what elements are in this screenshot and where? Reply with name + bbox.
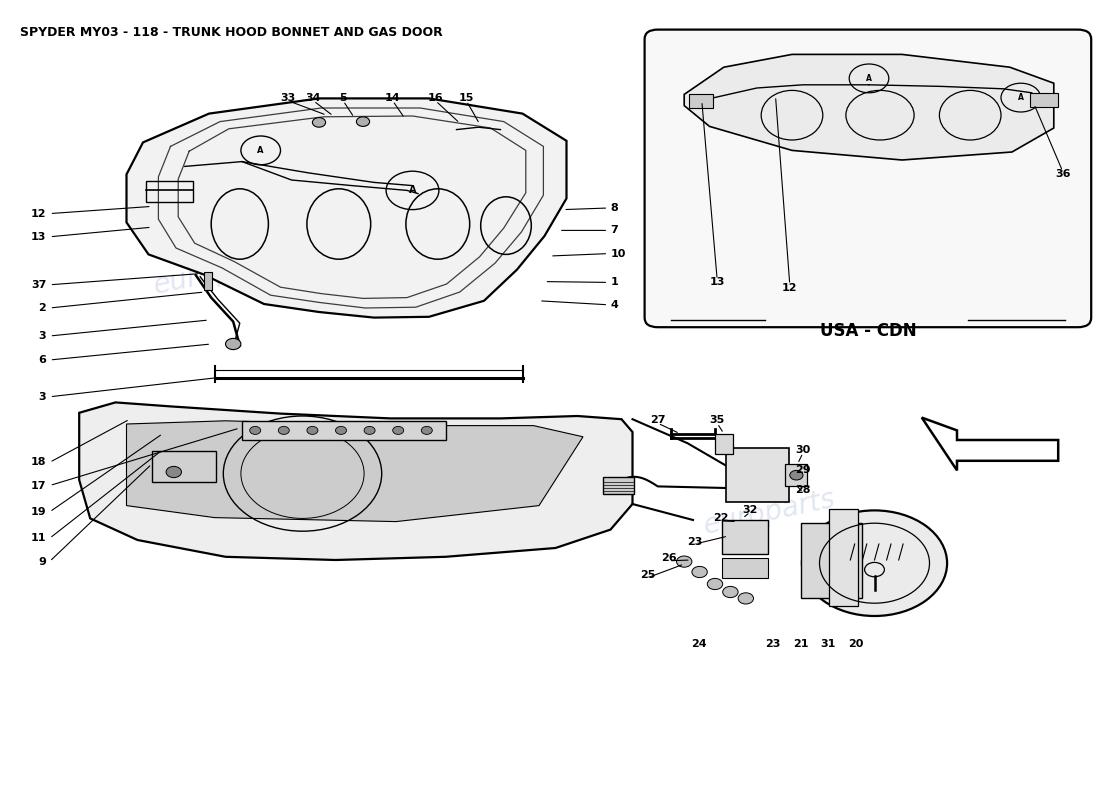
Text: 13: 13 [710, 278, 725, 287]
Text: 5: 5 [340, 93, 346, 102]
Text: SPYDER MY03 - 118 - TRUNK HOOD BONNET AND GAS DOOR: SPYDER MY03 - 118 - TRUNK HOOD BONNET AN… [20, 26, 442, 38]
Text: 31: 31 [821, 639, 836, 649]
Polygon shape [684, 54, 1054, 160]
Bar [146, 181, 192, 202]
Bar [1030, 93, 1058, 107]
Text: 29: 29 [795, 465, 811, 474]
Circle shape [356, 117, 370, 126]
Text: europarts: europarts [152, 244, 288, 300]
Text: 13: 13 [31, 232, 46, 242]
Circle shape [312, 118, 326, 127]
Text: 32: 32 [742, 505, 758, 514]
Bar [801, 523, 862, 598]
Circle shape [393, 426, 404, 434]
Text: 7: 7 [610, 226, 618, 235]
Text: europarts: europarts [702, 484, 838, 540]
Circle shape [802, 510, 947, 616]
Circle shape [676, 556, 692, 567]
Text: 27: 27 [650, 415, 666, 425]
Text: 8: 8 [610, 203, 618, 213]
Text: 35: 35 [710, 415, 725, 425]
Bar [715, 434, 733, 454]
Circle shape [723, 586, 738, 598]
Circle shape [250, 426, 261, 434]
Polygon shape [79, 402, 632, 560]
Text: 9: 9 [39, 557, 46, 566]
Bar [204, 272, 212, 290]
Bar [722, 558, 768, 578]
Text: 16: 16 [428, 93, 443, 102]
Text: 28: 28 [795, 486, 811, 495]
Text: USA - CDN: USA - CDN [820, 322, 916, 339]
Polygon shape [126, 98, 566, 318]
Text: 23: 23 [688, 537, 703, 546]
Circle shape [738, 593, 754, 604]
Bar [785, 464, 807, 486]
Text: 23: 23 [766, 639, 781, 649]
Text: 30: 30 [795, 445, 811, 454]
Circle shape [790, 470, 803, 480]
Circle shape [364, 426, 375, 434]
Circle shape [692, 566, 707, 578]
Text: A: A [257, 146, 264, 155]
Text: 12: 12 [782, 283, 797, 293]
Text: europarts: europarts [152, 484, 288, 540]
Circle shape [307, 426, 318, 434]
Polygon shape [922, 418, 1058, 470]
Polygon shape [126, 421, 583, 522]
Text: 4: 4 [610, 300, 618, 310]
Text: 18: 18 [31, 458, 46, 467]
Circle shape [421, 426, 432, 434]
Text: 25: 25 [640, 570, 656, 580]
Bar [722, 520, 768, 554]
Circle shape [226, 338, 241, 350]
Bar [829, 509, 858, 606]
Text: 14: 14 [385, 93, 400, 102]
Circle shape [166, 466, 182, 478]
Bar [152, 451, 216, 482]
Text: 12: 12 [31, 209, 46, 218]
Text: 10: 10 [610, 249, 626, 258]
Text: 2: 2 [39, 303, 46, 313]
Bar [242, 421, 446, 440]
Text: 26: 26 [661, 554, 676, 563]
Text: 36: 36 [1055, 170, 1070, 179]
Text: 17: 17 [31, 481, 46, 490]
FancyBboxPatch shape [645, 30, 1091, 327]
Text: A: A [866, 74, 872, 83]
Text: 33: 33 [280, 93, 296, 102]
Text: A: A [409, 186, 416, 195]
Text: 21: 21 [793, 639, 808, 649]
Text: 34: 34 [306, 93, 321, 102]
Text: 22: 22 [713, 514, 728, 523]
Text: 6: 6 [39, 355, 46, 365]
Text: 3: 3 [39, 331, 46, 341]
Circle shape [707, 578, 723, 590]
Text: 37: 37 [31, 280, 46, 290]
Text: 20: 20 [848, 639, 864, 649]
Text: 3: 3 [39, 392, 46, 402]
Text: A: A [1018, 93, 1024, 102]
Circle shape [336, 426, 346, 434]
Text: 15: 15 [459, 93, 474, 102]
Bar [603, 477, 634, 494]
Text: 1: 1 [610, 278, 618, 287]
Text: 11: 11 [31, 534, 46, 543]
Bar [689, 94, 713, 108]
Text: 19: 19 [31, 507, 46, 517]
Bar [726, 448, 789, 502]
Circle shape [278, 426, 289, 434]
Text: 24: 24 [691, 639, 706, 649]
